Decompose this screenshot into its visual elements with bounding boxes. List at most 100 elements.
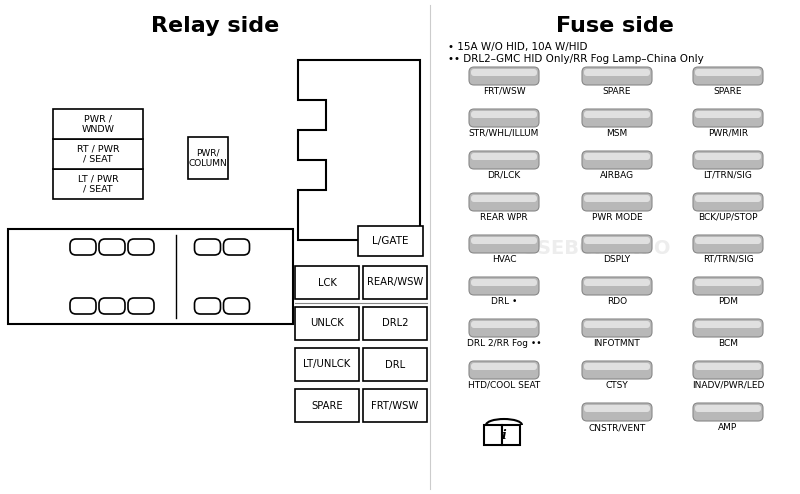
FancyBboxPatch shape: [469, 319, 539, 337]
FancyBboxPatch shape: [471, 363, 537, 370]
Text: BCM: BCM: [718, 339, 738, 348]
FancyBboxPatch shape: [584, 111, 650, 118]
Text: AIRBAG: AIRBAG: [600, 171, 634, 180]
FancyBboxPatch shape: [693, 277, 763, 295]
FancyBboxPatch shape: [70, 298, 96, 314]
Bar: [363, 307, 427, 340]
FancyBboxPatch shape: [99, 298, 125, 314]
Text: INFOTMNT: INFOTMNT: [594, 339, 640, 348]
Bar: [502, 425, 520, 445]
Text: i: i: [502, 428, 506, 442]
Text: • 15A W/O HID, 10A W/HID: • 15A W/O HID, 10A W/HID: [448, 42, 587, 52]
Text: •• DRL2–GMC HID Only/RR Fog Lamp–China Only: •• DRL2–GMC HID Only/RR Fog Lamp–China O…: [448, 54, 704, 64]
FancyBboxPatch shape: [582, 277, 652, 295]
FancyBboxPatch shape: [471, 69, 537, 76]
Text: INADV/PWR/LED: INADV/PWR/LED: [692, 381, 764, 390]
FancyBboxPatch shape: [695, 321, 761, 328]
FancyBboxPatch shape: [695, 405, 761, 412]
FancyBboxPatch shape: [695, 69, 761, 76]
FancyBboxPatch shape: [582, 319, 652, 337]
Bar: [295, 266, 359, 299]
FancyBboxPatch shape: [128, 298, 154, 314]
Text: FUSEBOX.INFO: FUSEBOX.INFO: [509, 240, 671, 258]
FancyBboxPatch shape: [584, 153, 650, 160]
Text: Relay side: Relay side: [151, 16, 279, 36]
FancyBboxPatch shape: [693, 193, 763, 211]
FancyBboxPatch shape: [582, 361, 652, 379]
Bar: [363, 266, 427, 299]
FancyBboxPatch shape: [70, 239, 96, 255]
FancyBboxPatch shape: [471, 279, 537, 286]
FancyBboxPatch shape: [584, 237, 650, 244]
FancyBboxPatch shape: [471, 195, 537, 202]
FancyBboxPatch shape: [469, 277, 539, 295]
Bar: [295, 307, 359, 340]
FancyBboxPatch shape: [469, 361, 539, 379]
Text: STR/WHL/ILLUM: STR/WHL/ILLUM: [469, 129, 539, 138]
FancyBboxPatch shape: [582, 67, 652, 85]
Text: PWR/MIR: PWR/MIR: [708, 129, 748, 138]
FancyBboxPatch shape: [693, 109, 763, 127]
FancyBboxPatch shape: [695, 153, 761, 160]
Bar: [188, 137, 228, 179]
Text: SPARE: SPARE: [602, 87, 631, 96]
FancyBboxPatch shape: [693, 151, 763, 169]
Text: RT / PWR
/ SEAT: RT / PWR / SEAT: [77, 144, 119, 164]
FancyBboxPatch shape: [582, 403, 652, 421]
Text: UNLCK: UNLCK: [310, 319, 344, 329]
Text: LT / PWR
/ SEAT: LT / PWR / SEAT: [78, 174, 118, 194]
Bar: [53, 139, 143, 169]
Text: RT/TRN/SIG: RT/TRN/SIG: [702, 255, 754, 264]
FancyBboxPatch shape: [471, 321, 537, 328]
FancyBboxPatch shape: [693, 403, 763, 421]
FancyBboxPatch shape: [584, 321, 650, 328]
FancyBboxPatch shape: [99, 239, 125, 255]
Text: LT/UNLCK: LT/UNLCK: [303, 360, 350, 370]
FancyBboxPatch shape: [693, 235, 763, 253]
FancyBboxPatch shape: [695, 279, 761, 286]
Text: PWR /
WNDW: PWR / WNDW: [82, 114, 114, 134]
FancyBboxPatch shape: [471, 111, 537, 118]
FancyBboxPatch shape: [471, 153, 537, 160]
Bar: [363, 348, 427, 381]
Bar: [295, 389, 359, 422]
FancyBboxPatch shape: [582, 151, 652, 169]
FancyBboxPatch shape: [469, 235, 539, 253]
Text: HVAC: HVAC: [492, 255, 516, 264]
FancyBboxPatch shape: [584, 405, 650, 412]
Text: DSPLY: DSPLY: [603, 255, 630, 264]
Text: LCK: LCK: [318, 278, 337, 288]
FancyBboxPatch shape: [194, 298, 221, 314]
FancyBboxPatch shape: [584, 195, 650, 202]
FancyBboxPatch shape: [584, 363, 650, 370]
Text: REAR/WSW: REAR/WSW: [367, 278, 423, 288]
Text: REAR WPR: REAR WPR: [480, 213, 528, 222]
FancyBboxPatch shape: [695, 111, 761, 118]
FancyBboxPatch shape: [469, 67, 539, 85]
Bar: [295, 348, 359, 381]
Text: CNSTR/VENT: CNSTR/VENT: [588, 423, 646, 432]
Bar: [53, 169, 143, 199]
FancyBboxPatch shape: [695, 363, 761, 370]
Text: DR/LCK: DR/LCK: [487, 171, 521, 180]
Text: CTSY: CTSY: [606, 381, 628, 390]
Polygon shape: [298, 60, 420, 240]
FancyBboxPatch shape: [469, 193, 539, 211]
FancyBboxPatch shape: [582, 235, 652, 253]
Bar: [53, 109, 143, 139]
Text: DRL •: DRL •: [491, 297, 517, 306]
FancyBboxPatch shape: [693, 361, 763, 379]
FancyBboxPatch shape: [223, 298, 250, 314]
Text: SPARE: SPARE: [714, 87, 742, 96]
Bar: [358, 226, 423, 256]
Text: SPARE: SPARE: [311, 401, 343, 411]
Bar: [484, 425, 502, 445]
Text: DRL 2/RR Fog ••: DRL 2/RR Fog ••: [466, 339, 542, 348]
Text: PWR MODE: PWR MODE: [592, 213, 642, 222]
FancyBboxPatch shape: [469, 109, 539, 127]
FancyBboxPatch shape: [584, 279, 650, 286]
Text: LT/TRN/SIG: LT/TRN/SIG: [703, 171, 753, 180]
FancyBboxPatch shape: [582, 193, 652, 211]
FancyBboxPatch shape: [471, 237, 537, 244]
Text: MSM: MSM: [606, 129, 628, 138]
